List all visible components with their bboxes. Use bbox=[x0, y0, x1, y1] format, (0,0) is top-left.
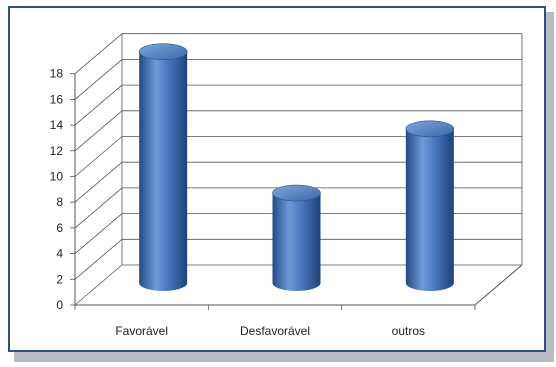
y-tick-label: 10 bbox=[50, 170, 64, 184]
gridline-diagonal bbox=[74, 110, 123, 152]
y-tick-label: 18 bbox=[50, 67, 64, 81]
gridline-diagonal bbox=[74, 264, 123, 306]
x-tick-label: Desfavorável bbox=[240, 324, 310, 338]
gridline-diagonal bbox=[74, 238, 123, 280]
bar bbox=[138, 43, 188, 292]
x-tick-label: Favorável bbox=[115, 324, 168, 338]
gridline-diagonal bbox=[74, 136, 123, 177]
bar-body bbox=[405, 128, 454, 291]
bar-top bbox=[138, 43, 188, 61]
bar bbox=[272, 184, 321, 291]
axis-layer bbox=[70, 33, 523, 310]
bar-top bbox=[272, 184, 321, 202]
floor-right-edge bbox=[474, 264, 523, 306]
y-tick-label: 0 bbox=[56, 298, 63, 312]
gridline-diagonal bbox=[74, 59, 123, 100]
bar bbox=[405, 120, 455, 291]
y-tick-label: 4 bbox=[56, 247, 63, 261]
label-layer: 0 2 4 6 8 10 12 14 16 18 Favorável Desfavorável outr… bbox=[50, 67, 425, 338]
gridline-diagonal bbox=[74, 33, 123, 75]
bar-layer bbox=[138, 43, 455, 292]
y-tick-label: 8 bbox=[56, 195, 63, 209]
gridline-diagonal bbox=[74, 213, 123, 254]
y-tick-label: 2 bbox=[56, 272, 63, 286]
bar-top bbox=[405, 120, 455, 138]
y-tick-label: 12 bbox=[50, 144, 64, 158]
gridline-diagonal bbox=[74, 161, 123, 203]
gridline-diagonal bbox=[74, 187, 123, 229]
bar-body bbox=[139, 51, 188, 292]
grid-layer bbox=[74, 33, 522, 306]
y-tick-label: 16 bbox=[50, 92, 64, 106]
bar-body bbox=[272, 193, 321, 291]
chart-frame bbox=[8, 6, 546, 352]
gridline-diagonal bbox=[74, 84, 123, 126]
x-tick-label: outros bbox=[392, 324, 425, 338]
y-tick-label: 6 bbox=[56, 221, 63, 235]
y-tick-label: 14 bbox=[50, 118, 64, 132]
